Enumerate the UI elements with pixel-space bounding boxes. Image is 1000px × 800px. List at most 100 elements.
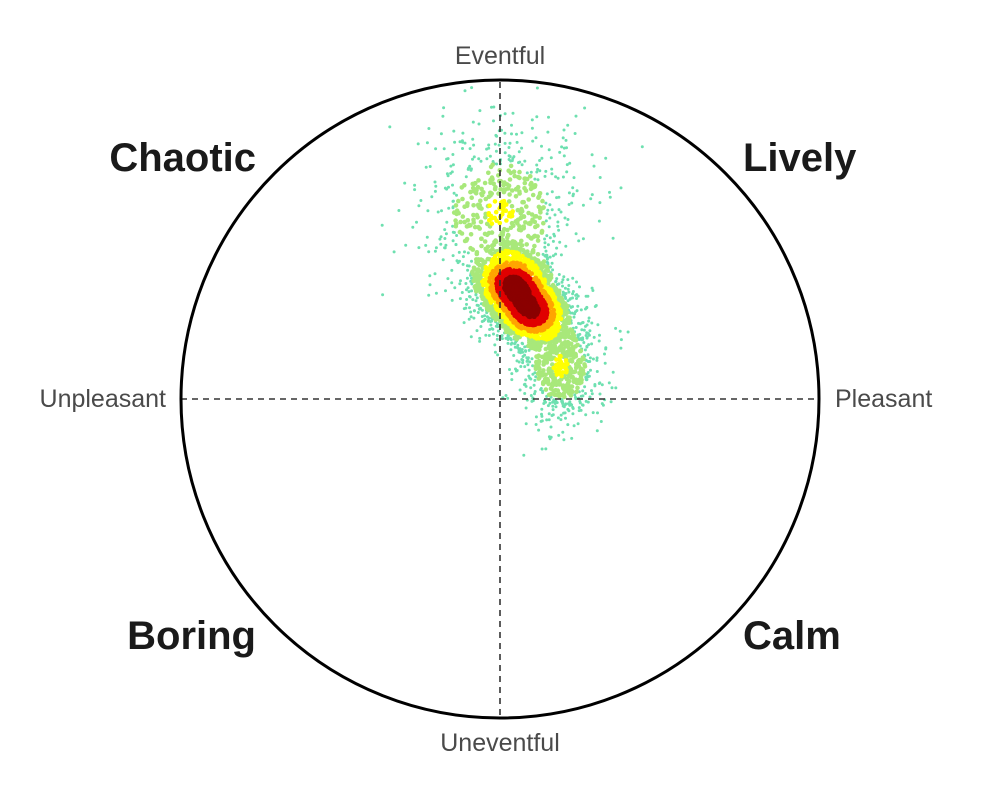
scatter-point bbox=[598, 392, 602, 396]
scatter-point bbox=[483, 215, 488, 220]
scatter-point bbox=[596, 323, 600, 327]
scatter-point bbox=[485, 147, 489, 151]
scatter-point bbox=[576, 304, 580, 308]
scatter-point bbox=[579, 308, 583, 312]
scatter-point bbox=[487, 316, 491, 320]
scatter-point bbox=[588, 395, 592, 399]
scatter-point bbox=[467, 290, 471, 294]
scatter-point bbox=[465, 218, 471, 223]
scatter-point bbox=[458, 297, 462, 301]
scatter-point bbox=[532, 383, 536, 387]
scatter-point bbox=[434, 291, 438, 295]
scatter-point bbox=[520, 341, 524, 345]
scatter-point bbox=[525, 171, 529, 175]
scatter-point bbox=[456, 198, 461, 204]
scatter-point bbox=[503, 112, 507, 116]
scatter-point bbox=[451, 153, 455, 156]
scatter-point bbox=[571, 292, 575, 296]
scatter-point bbox=[555, 283, 559, 286]
scatter-point bbox=[536, 178, 540, 182]
scatter-point bbox=[585, 331, 589, 335]
scatter-point bbox=[413, 183, 417, 187]
scatter-point bbox=[539, 228, 545, 234]
scatter-point bbox=[581, 403, 584, 407]
scatter-point bbox=[529, 394, 533, 397]
scatter-point bbox=[450, 268, 454, 272]
scatter-point bbox=[589, 197, 593, 201]
scatter-point bbox=[473, 180, 478, 186]
scatter-point bbox=[529, 386, 533, 390]
scatter-point bbox=[490, 105, 493, 109]
scatter-point bbox=[451, 254, 455, 258]
scatter-point bbox=[517, 191, 522, 196]
scatter-point bbox=[482, 239, 488, 244]
scatter-point bbox=[557, 208, 561, 212]
scatter-point bbox=[467, 264, 471, 268]
scatter-point bbox=[454, 243, 458, 246]
scatter-point bbox=[517, 161, 520, 165]
scatter-point bbox=[510, 378, 514, 382]
scatter-point bbox=[477, 157, 481, 161]
scatter-point bbox=[548, 203, 552, 207]
scatter-point bbox=[550, 261, 554, 265]
scatter-point bbox=[578, 348, 583, 354]
scatter-point bbox=[508, 225, 514, 231]
scatter-point bbox=[564, 297, 568, 300]
scatter-point bbox=[504, 251, 510, 256]
scatter-point bbox=[510, 341, 514, 345]
scatter-point bbox=[478, 339, 482, 343]
scatter-point bbox=[447, 185, 450, 189]
scatter-point bbox=[492, 199, 498, 204]
scatter-point bbox=[554, 350, 559, 356]
scatter-point bbox=[551, 254, 555, 258]
scatter-point bbox=[574, 114, 578, 118]
scatter-point bbox=[469, 335, 473, 339]
scatter-point bbox=[558, 364, 564, 370]
scatter-point bbox=[444, 232, 448, 236]
scatter-point bbox=[611, 236, 615, 240]
scatter-point bbox=[608, 195, 612, 199]
scatter-point bbox=[439, 132, 443, 136]
scatter-point bbox=[521, 224, 526, 229]
scatter-point bbox=[567, 290, 571, 294]
scatter-point bbox=[438, 237, 442, 241]
scatter-point bbox=[430, 195, 434, 199]
scatter-point bbox=[521, 358, 525, 362]
scatter-point bbox=[536, 353, 541, 359]
scatter-point bbox=[441, 258, 445, 262]
scatter-point bbox=[469, 195, 475, 200]
scatter-point bbox=[543, 174, 547, 178]
scatter-point bbox=[490, 246, 495, 252]
scatter-point bbox=[567, 203, 571, 206]
scatter-point bbox=[509, 159, 513, 163]
scatter-point bbox=[551, 413, 555, 417]
scatter-point bbox=[545, 234, 549, 238]
scatter-point bbox=[556, 416, 560, 420]
scatter-point bbox=[592, 164, 596, 168]
scatter-point bbox=[529, 212, 535, 217]
scatter-point bbox=[583, 348, 587, 352]
scatter-point bbox=[517, 175, 522, 181]
scatter-point bbox=[561, 328, 566, 334]
scatter-point bbox=[453, 203, 459, 208]
scatter-point bbox=[392, 250, 396, 254]
scatter-point bbox=[536, 195, 541, 200]
scatter-point bbox=[466, 251, 470, 255]
scatter-point bbox=[567, 191, 571, 195]
scatter-point bbox=[451, 239, 455, 243]
scatter-point bbox=[603, 361, 607, 365]
scatter-point bbox=[595, 429, 599, 433]
scatter-point bbox=[566, 123, 570, 127]
scatter-point bbox=[584, 334, 588, 337]
scatter-point bbox=[564, 138, 568, 142]
scatter-point bbox=[547, 148, 551, 152]
scatter-point bbox=[441, 114, 445, 118]
scatter-point bbox=[510, 372, 514, 376]
scatter-points bbox=[380, 86, 644, 457]
scatter-point bbox=[555, 196, 559, 200]
scatter-point bbox=[547, 412, 551, 416]
scatter-point bbox=[433, 189, 437, 193]
scatter-point bbox=[585, 336, 589, 340]
scatter-point bbox=[478, 336, 482, 340]
scatter-point bbox=[472, 143, 476, 147]
